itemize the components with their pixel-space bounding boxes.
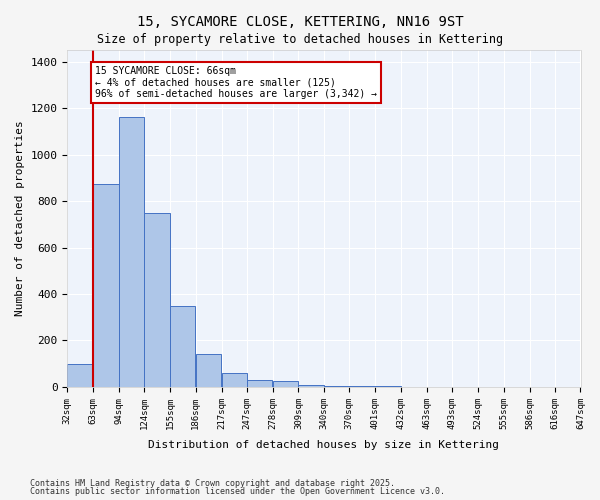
Text: 15, SYCAMORE CLOSE, KETTERING, NN16 9ST: 15, SYCAMORE CLOSE, KETTERING, NN16 9ST	[137, 15, 463, 29]
Text: Contains HM Land Registry data © Crown copyright and database right 2025.: Contains HM Land Registry data © Crown c…	[30, 478, 395, 488]
Bar	[170, 306, 196, 387]
Bar	[272, 381, 298, 387]
Bar	[298, 384, 324, 387]
Text: 15 SYCAMORE CLOSE: 66sqm
← 4% of detached houses are smaller (125)
96% of semi-d: 15 SYCAMORE CLOSE: 66sqm ← 4% of detache…	[95, 66, 377, 100]
Bar	[67, 364, 93, 387]
Bar	[119, 118, 145, 387]
Bar	[221, 373, 247, 387]
Text: Contains public sector information licensed under the Open Government Licence v3: Contains public sector information licen…	[30, 487, 445, 496]
Bar	[349, 386, 375, 387]
Y-axis label: Number of detached properties: Number of detached properties	[15, 120, 25, 316]
Text: Size of property relative to detached houses in Kettering: Size of property relative to detached ho…	[97, 32, 503, 46]
Bar	[325, 386, 350, 387]
X-axis label: Distribution of detached houses by size in Kettering: Distribution of detached houses by size …	[148, 440, 499, 450]
Bar	[196, 354, 221, 387]
Bar	[144, 212, 170, 387]
Bar	[247, 380, 272, 387]
Bar	[93, 184, 119, 387]
